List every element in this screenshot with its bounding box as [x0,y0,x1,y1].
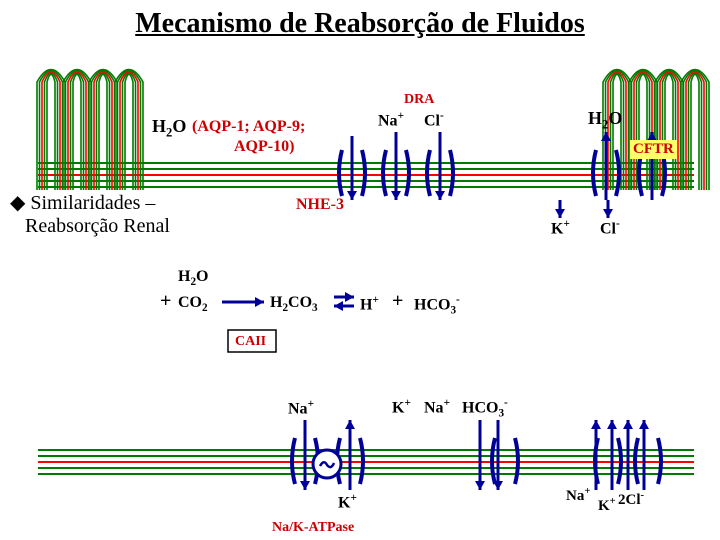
cl-mid: Cl- [600,218,620,238]
k-basal-top: K+ [392,397,411,417]
cl-top: Cl- [424,110,444,130]
h2o-left: H2O [152,116,186,141]
co2-mid: CO2 [178,294,208,314]
k-nkcc: K+ [598,496,616,515]
dra: DRA [404,92,434,108]
atpase-label: Na/K-ATPase [272,520,354,536]
side-note: ◆ Similaridades – Reabsorção Renal [10,190,170,238]
aqp-text2: AQP-10) [234,138,294,156]
cl-nkcc: 2Cl- [618,490,644,509]
k-basal-bottom: K+ [338,492,357,512]
nhe3: NHE-3 [296,196,344,214]
cftr: CFTR [630,140,677,159]
h2o-right: H2O [588,108,622,133]
caii: CAII [235,334,266,350]
aqp-text: (AQP-1; AQP-9; [192,118,305,136]
plus-sign: + [392,290,403,313]
hco3-basal-top: HCO3- [462,397,508,420]
diagram-canvas [0,0,720,540]
h2o-mid: H2O [178,268,209,288]
na-basal-top2: Na+ [424,397,450,417]
h2co3: H2CO3 [270,294,318,314]
k-mid: K+ [551,218,570,238]
na-basal-label: Na+ [288,398,314,418]
na-top: Na+ [378,110,404,130]
h-plus: H+ [360,294,379,314]
plus-sign: + [160,290,171,313]
page-title: Mecanismo de Reabsorção de Fluidos [0,8,720,40]
na-nkcc: Na+ [566,486,590,505]
hco3: HCO3- [414,294,460,317]
